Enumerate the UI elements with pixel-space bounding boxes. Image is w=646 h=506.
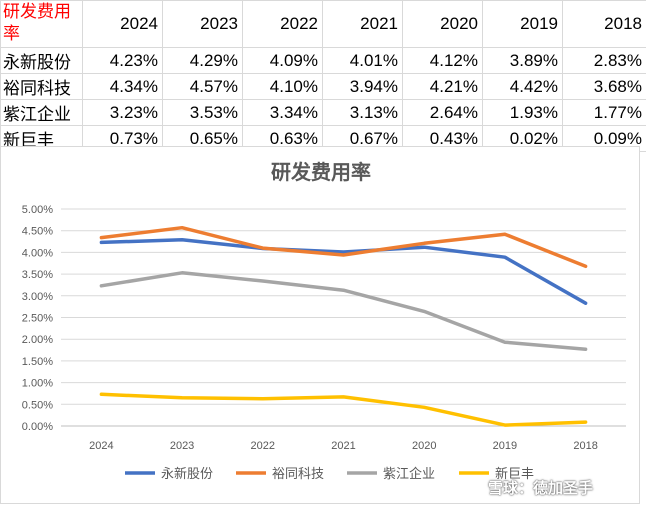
table-row: 永新股份 4.23% 4.29% 4.09% 4.01% 4.12% 3.89%… <box>0 47 646 74</box>
legend: 永新股份 裕同科技 紫江企业 新巨丰 <box>125 466 534 481</box>
year-header: 2023 <box>162 0 243 48</box>
table-cell: 4.12% <box>402 47 483 74</box>
series-line <box>99 271 588 351</box>
table-header-row: 研发费用率 2024 2023 2022 2021 2020 2019 2018 <box>0 0 646 48</box>
company-name: 裕同科技 <box>0 73 83 100</box>
x-tick-label: 2019 <box>493 440 517 452</box>
legend-label: 新巨丰 <box>495 466 534 481</box>
y-tick-label: 2.00% <box>22 334 53 346</box>
table-cell: 3.53% <box>162 99 243 126</box>
series-line <box>99 392 588 427</box>
table-cell: 3.94% <box>322 73 403 100</box>
x-tick-label: 2024 <box>89 440 113 452</box>
x-tick-label: 2022 <box>251 440 275 452</box>
table-cell: 4.21% <box>402 73 483 100</box>
y-tick-label: 5.00% <box>22 204 53 216</box>
table-cell: 3.89% <box>482 47 563 74</box>
y-tick-label: 4.50% <box>22 226 53 238</box>
y-tick-label: 1.00% <box>22 378 53 390</box>
company-name: 紫江企业 <box>0 99 83 126</box>
y-tick-label: 3.50% <box>22 269 53 281</box>
table-cell: 4.10% <box>242 73 323 100</box>
y-tick-label: 0.00% <box>22 421 53 433</box>
year-header: 2019 <box>482 0 563 48</box>
table-row: 新巨丰 0.73% 0.65% 0.63% 0.67% 0.43% 0.02% … <box>0 125 646 152</box>
table-cell: 4.57% <box>162 73 243 100</box>
x-tick-label: 2020 <box>412 440 436 452</box>
company-name: 永新股份 <box>0 47 83 74</box>
legend-label: 紫江企业 <box>383 466 435 481</box>
x-tick-label: 2018 <box>573 440 597 452</box>
year-header: 2020 <box>402 0 483 48</box>
series-line <box>99 238 588 305</box>
table-cell: 2.83% <box>562 47 646 74</box>
line-chart: 研发费用率 0.00% 0.50% 1.00% 1.50% 2.00% 2.50% 3.00… <box>0 146 640 504</box>
chart-title: 研发费用率 <box>271 160 371 184</box>
table-cell: 4.42% <box>482 73 563 100</box>
table-cell: 4.29% <box>162 47 243 74</box>
series-line <box>99 225 588 269</box>
table-cell: 1.77% <box>562 99 646 126</box>
table-cell: 3.68% <box>562 73 646 100</box>
year-header: 2018 <box>562 0 646 48</box>
table-cell: 4.09% <box>242 47 323 74</box>
chart-canvas: 研发费用率 0.00% 0.50% 1.00% 1.50% 2.00% 2.50% 3.00… <box>22 160 626 481</box>
y-tick-label: 1.50% <box>22 356 53 368</box>
y-tick-label: 4.00% <box>22 247 53 259</box>
year-header: 2024 <box>82 0 163 48</box>
x-tick-label: 2023 <box>170 440 194 452</box>
y-axis: 0.00% 0.50% 1.00% 1.50% 2.00% 2.50% 3.00% 3.50%… <box>22 204 53 433</box>
table-row: 紫江企业 3.23% 3.53% 3.34% 3.13% 2.64% 1.93%… <box>0 99 646 126</box>
year-header: 2021 <box>322 0 403 48</box>
table-cell: 1.93% <box>482 99 563 126</box>
table-corner-label: 研发费用率 <box>0 0 83 48</box>
table-cell: 2.64% <box>402 99 483 126</box>
series-lines <box>99 225 588 427</box>
gridlines <box>61 208 626 427</box>
legend-label: 永新股份 <box>161 466 213 481</box>
legend-label: 裕同科技 <box>272 466 324 481</box>
x-axis: 2024 2023 2022 2021 2020 2019 2018 <box>89 440 598 452</box>
table-cell: 3.34% <box>242 99 323 126</box>
table-cell: 4.23% <box>82 47 163 74</box>
table-cell: 4.34% <box>82 73 163 100</box>
table-row: 裕同科技 4.34% 4.57% 4.10% 3.94% 4.21% 4.42%… <box>0 73 646 100</box>
y-tick-label: 2.50% <box>22 313 53 325</box>
y-tick-label: 3.00% <box>22 291 53 303</box>
x-tick-label: 2021 <box>331 440 355 452</box>
table-cell: 3.13% <box>322 99 403 126</box>
table-cell: 4.01% <box>322 47 403 74</box>
year-header: 2022 <box>242 0 323 48</box>
y-tick-label: 0.50% <box>22 399 53 411</box>
data-table: 研发费用率 2024 2023 2022 2021 2020 2019 2018… <box>0 0 646 152</box>
table-cell: 3.23% <box>82 99 163 126</box>
